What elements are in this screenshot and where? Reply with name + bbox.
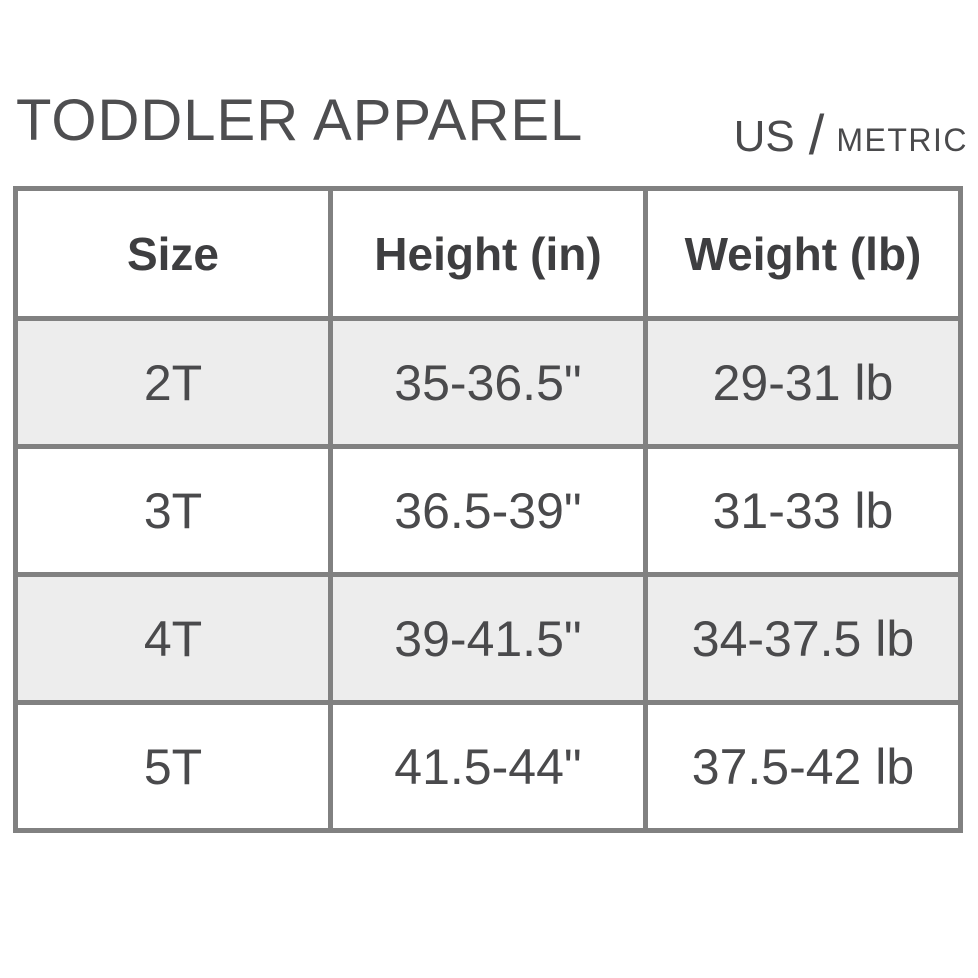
unit-separator: /: [808, 103, 825, 166]
page-title: TODDLER APPAREL: [16, 88, 584, 153]
cell-height: 39-41.5": [327, 572, 648, 705]
unit-metric-link[interactable]: METRIC: [836, 122, 968, 158]
unit-toggle: US / METRIC: [733, 103, 968, 166]
header-weight: Weight (lb): [642, 186, 964, 321]
header-size: Size: [13, 186, 333, 321]
cell-height: 41.5-44": [327, 700, 648, 833]
cell-weight: 34-37.5 lb: [642, 572, 964, 705]
cell-size: 3T: [13, 444, 333, 577]
size-chart-body: 2T 35-36.5" 29-31 lb 3T 36.5-39" 31-33 l…: [13, 316, 964, 833]
header-row: Size Height (in) Weight (lb): [13, 186, 964, 321]
table-row: 3T 36.5-39" 31-33 lb: [13, 444, 964, 577]
cell-height: 35-36.5": [327, 316, 648, 449]
cell-size: 4T: [13, 572, 333, 705]
table-row: 5T 41.5-44" 37.5-42 lb: [13, 700, 964, 833]
unit-us-link[interactable]: US: [733, 112, 795, 161]
cell-height: 36.5-39": [327, 444, 648, 577]
cell-weight: 29-31 lb: [642, 316, 964, 449]
cell-size: 5T: [13, 700, 333, 833]
header-height: Height (in): [327, 186, 648, 321]
cell-weight: 37.5-42 lb: [642, 700, 964, 833]
table-row: 2T 35-36.5" 29-31 lb: [13, 316, 964, 449]
cell-weight: 31-33 lb: [642, 444, 964, 577]
table-row: 4T 39-41.5" 34-37.5 lb: [13, 572, 964, 705]
cell-size: 2T: [13, 316, 333, 449]
size-chart-table: Size Height (in) Weight (lb) 2T 35-36.5"…: [13, 186, 964, 833]
size-chart-header: Size Height (in) Weight (lb): [13, 186, 964, 321]
